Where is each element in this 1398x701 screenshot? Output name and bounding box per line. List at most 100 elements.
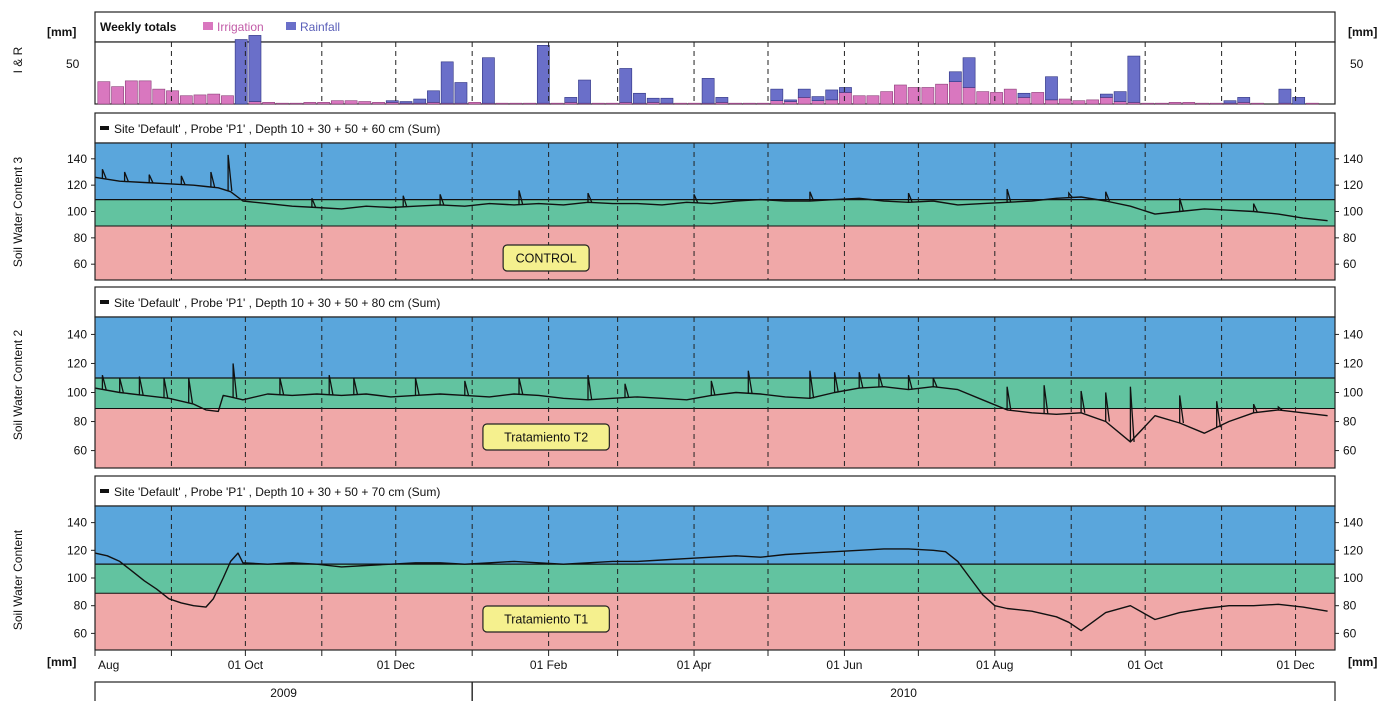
control-header-box bbox=[94, 112, 1336, 144]
soil-water-spike bbox=[210, 171, 216, 188]
irrigation-bar bbox=[852, 95, 866, 105]
irrigation-bar bbox=[207, 93, 221, 105]
soil-water-spike bbox=[1006, 386, 1012, 411]
irrigation-bar bbox=[248, 101, 262, 105]
annotation-box bbox=[482, 423, 610, 451]
soil-water-spike bbox=[809, 370, 815, 399]
soil-water-spike bbox=[1006, 188, 1012, 203]
irrigation-bar bbox=[97, 81, 111, 105]
irrigation-bar bbox=[742, 102, 756, 105]
irrigation-bar bbox=[894, 84, 907, 105]
soil-water-spike bbox=[353, 377, 359, 395]
rainfall-bar bbox=[797, 88, 811, 98]
soil-water-spike bbox=[101, 169, 107, 179]
control-ylabel: Soil Water Content 3 bbox=[11, 157, 25, 268]
irrigation-bar bbox=[468, 102, 482, 105]
t1-ylabel: Soil Water Content bbox=[11, 529, 25, 630]
rainfall-bar bbox=[633, 92, 646, 104]
soil-water-spike bbox=[518, 190, 524, 205]
irrigation-bar bbox=[674, 102, 688, 105]
ytick-label-right: 80 bbox=[1343, 231, 1357, 245]
irrigation-bar bbox=[825, 99, 839, 105]
rainfall-bar bbox=[811, 96, 825, 101]
irrigation-bar bbox=[1100, 97, 1113, 105]
rainfall-bar bbox=[440, 61, 454, 104]
control-plot: 60 60 80 80 100 100 120 120 140 140 CONTROL bbox=[67, 142, 1363, 281]
soil-water-spike bbox=[464, 380, 470, 396]
rainfall-bar bbox=[770, 88, 784, 101]
rainfall-bar bbox=[962, 57, 976, 88]
rainfall-bar bbox=[1113, 91, 1127, 102]
ytick-label-left: 100 bbox=[67, 386, 87, 400]
ytick-label-right: 100 bbox=[1343, 571, 1363, 585]
year-label: 2010 bbox=[890, 686, 917, 700]
rainfall-legend-swatch bbox=[286, 22, 296, 30]
t2-ylabel: Soil Water Content 2 bbox=[11, 330, 25, 441]
irrigation-bar bbox=[221, 95, 234, 105]
irrigation-bar bbox=[866, 95, 880, 105]
weekly-totals-header-box bbox=[94, 11, 1336, 43]
rainfall-bar bbox=[564, 97, 578, 103]
rainfall-bar bbox=[1223, 100, 1237, 104]
control-header-title: Site 'Default' , Probe 'P1' , Depth 10 +… bbox=[114, 122, 440, 136]
ytick-label-left: 80 bbox=[74, 231, 88, 245]
ytick-label-right: 120 bbox=[1343, 543, 1363, 557]
weekly-totals-plot-frame bbox=[94, 41, 1336, 105]
soil-water-spike bbox=[1043, 385, 1049, 414]
irrigation-bar bbox=[1086, 99, 1100, 105]
bottom-unit-right: [mm] bbox=[1348, 655, 1377, 669]
irrigation-legend-swatch bbox=[203, 22, 213, 30]
irrigation-bar bbox=[138, 80, 152, 105]
irrigation-bar bbox=[166, 90, 179, 105]
xtick-label: Aug bbox=[98, 658, 119, 672]
soil-water-spike bbox=[833, 372, 839, 393]
ytick-label-right: 120 bbox=[1343, 178, 1363, 192]
irrigation-bar bbox=[1017, 97, 1031, 105]
soil-water-spike bbox=[907, 374, 913, 390]
ytick-label-left: 140 bbox=[67, 152, 87, 166]
t1-panel: Site 'Default' , Probe 'P1' , Depth 10 +… bbox=[11, 475, 1363, 651]
irrigation-bar bbox=[688, 102, 701, 105]
rainfall-bar bbox=[234, 39, 248, 105]
irrigation-bar bbox=[1072, 100, 1086, 105]
t1-header-title: Site 'Default' , Probe 'P1' , Depth 10 +… bbox=[114, 485, 440, 499]
soil-water-line bbox=[94, 386, 1328, 443]
soil-water-spike bbox=[1277, 405, 1283, 411]
rainfall-bar bbox=[1045, 76, 1058, 101]
irrigation-bar bbox=[962, 87, 976, 105]
irrigation-bar bbox=[179, 95, 193, 105]
rainfall-bar bbox=[619, 68, 633, 103]
irrigation-bar bbox=[921, 87, 935, 105]
zone-mid bbox=[95, 564, 1335, 594]
weekly-totals-panel: Weekly totals Irrigation Rainfall [mm] [… bbox=[11, 11, 1377, 105]
irrigation-bar bbox=[990, 92, 1003, 105]
soil-water-spike bbox=[279, 377, 285, 395]
rainfall-bar bbox=[1127, 55, 1141, 103]
irrigation-bar bbox=[1141, 102, 1154, 105]
zone-low bbox=[95, 225, 1335, 280]
top-gridlines bbox=[94, 42, 1297, 104]
soil-water-spike bbox=[587, 375, 593, 400]
bottom-unit-left: [mm] bbox=[47, 655, 76, 669]
t1-plot: 60 60 80 80 100 100 120 120 140 140 Tratamiento T1 bbox=[67, 505, 1363, 651]
irrigation-bar bbox=[344, 100, 358, 105]
t2-plot: 60 60 80 80 100 100 120 120 140 140 Tratamiento T2 bbox=[67, 316, 1363, 469]
soil-water-spike bbox=[693, 194, 699, 203]
t1-legend-swatch bbox=[100, 489, 109, 493]
rainfall-bar bbox=[536, 45, 550, 104]
soil-water-spike bbox=[1216, 401, 1222, 428]
bars-layer bbox=[97, 35, 1319, 105]
irrigation-bar bbox=[1113, 101, 1127, 105]
ytick-label-left: 120 bbox=[67, 543, 87, 557]
ytick-label-left: 140 bbox=[67, 327, 87, 341]
irrigation-bar bbox=[784, 101, 797, 105]
irrigation-bar bbox=[1251, 102, 1264, 105]
irrigation-bar bbox=[1209, 102, 1223, 105]
irrigation-bar bbox=[152, 88, 166, 105]
soil-water-spike bbox=[747, 370, 753, 394]
rainfall-bar bbox=[1278, 88, 1292, 104]
ytick-label-right: 80 bbox=[1343, 415, 1357, 429]
rainfall-bar bbox=[701, 78, 715, 104]
xtick-label: 01 Oct bbox=[228, 658, 264, 672]
irrigation-bar bbox=[289, 102, 303, 105]
